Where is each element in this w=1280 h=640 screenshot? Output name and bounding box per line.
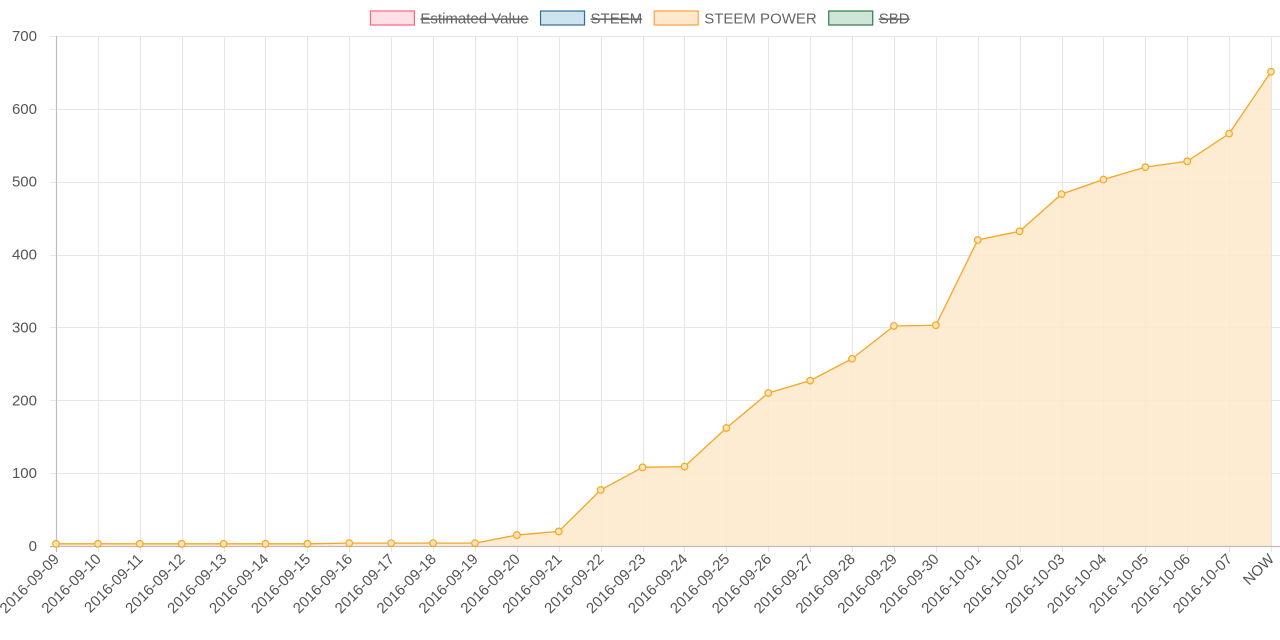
data-point[interactable] [931, 321, 940, 330]
data-point[interactable] [135, 539, 144, 548]
legend-swatch [653, 10, 699, 26]
x-tick-label: NOW [1240, 550, 1279, 589]
legend-label: SBD [879, 11, 910, 28]
y-tick-label: 100 [12, 465, 37, 482]
series-area-layer [56, 71, 1272, 546]
data-point[interactable] [1267, 67, 1275, 76]
data-point[interactable] [52, 539, 60, 548]
y-tick-label: 0 [29, 538, 37, 555]
data-point[interactable] [596, 486, 605, 494]
data-point[interactable] [848, 354, 856, 363]
legend-item-sbd[interactable]: SBD [828, 10, 910, 28]
data-point[interactable] [764, 389, 773, 397]
data-point[interactable] [429, 539, 437, 547]
y-tick-label: 600 [12, 101, 37, 118]
data-point[interactable] [471, 539, 479, 547]
legend-swatch [369, 10, 416, 26]
data-point[interactable] [1141, 163, 1150, 172]
data-point[interactable] [177, 539, 186, 548]
data-point[interactable] [722, 424, 731, 432]
legend-item-estimated-value[interactable]: Estimated Value [369, 10, 529, 28]
data-point[interactable] [387, 539, 396, 547]
legend-label: STEEM POWER [704, 11, 817, 28]
data-point[interactable] [1057, 190, 1066, 199]
data-point[interactable] [1183, 157, 1192, 166]
data-point[interactable] [554, 527, 563, 536]
series-area-steem-power [56, 71, 1271, 546]
data-point[interactable] [303, 539, 312, 548]
data-point[interactable] [638, 463, 647, 472]
data-point[interactable] [890, 322, 898, 330]
legend-swatch [828, 10, 874, 26]
data-point[interactable] [680, 462, 689, 471]
data-point[interactable] [973, 236, 982, 244]
data-point[interactable] [93, 539, 102, 548]
data-point[interactable] [1015, 227, 1024, 236]
data-point[interactable] [261, 539, 270, 548]
data-point[interactable] [1225, 129, 1233, 138]
y-tick-label: 700 [12, 28, 37, 45]
axes [50, 36, 1280, 552]
y-tick-label: 200 [12, 392, 37, 409]
y-tick-label: 300 [12, 319, 37, 336]
data-point[interactable] [219, 539, 228, 548]
y-axis-ticks: 0 100 200 300 400 500 600 700 [12, 28, 37, 555]
series-points-layer [52, 67, 1275, 548]
series-line-steem-power [56, 71, 1272, 545]
legend-label: STEEM [591, 11, 643, 28]
x-axis-ticks: 2016-09-092016-09-102016-09-112016-09-12… [0, 550, 1278, 617]
y-tick-label: 500 [12, 174, 37, 191]
legend-item-steem-power[interactable]: STEEM POWER [653, 10, 817, 28]
legend: Estimated Value STEEM STEEM POWER SBD [369, 10, 910, 28]
legend-label: Estimated Value [420, 11, 528, 28]
data-point[interactable] [1099, 175, 1108, 184]
data-point[interactable] [806, 376, 815, 385]
legend-swatch [539, 10, 586, 26]
y-tick-label: 400 [12, 247, 37, 264]
legend-item-steem[interactable]: STEEM [539, 10, 643, 28]
data-point[interactable] [512, 531, 521, 539]
data-point[interactable] [345, 539, 354, 547]
